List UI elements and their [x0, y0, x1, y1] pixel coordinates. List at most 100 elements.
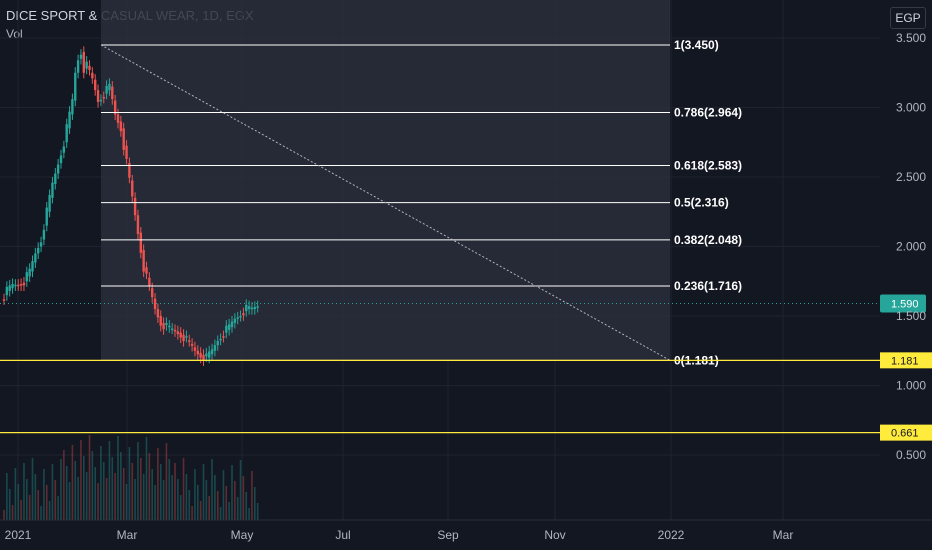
volume-bar: [205, 480, 208, 520]
volume-bar: [48, 501, 51, 520]
candle-body: [245, 304, 248, 312]
candle-body: [156, 309, 160, 318]
volume-bars: [3, 435, 259, 520]
volume-bar: [117, 436, 119, 520]
candle-body: [133, 197, 137, 216]
volume-bar: [85, 472, 88, 520]
volume-bar: [219, 507, 222, 520]
candle-body: [31, 261, 34, 272]
volume-bar: [256, 503, 259, 520]
candle-body: [8, 285, 11, 291]
volume-bar: [111, 457, 114, 520]
candle-body: [45, 207, 48, 226]
fib-level-label: 0.5(2.316): [674, 196, 729, 210]
x-tick-label: Sep: [437, 528, 459, 542]
fib-level-label: 0.786(2.964): [674, 106, 742, 120]
candle-body: [125, 145, 128, 159]
candle-body: [205, 353, 208, 357]
volume-bar: [17, 484, 20, 520]
volume-bar: [197, 485, 199, 520]
candle-body: [11, 284, 14, 289]
volume-bar: [91, 451, 94, 520]
candle-body: [48, 195, 51, 212]
volume-bar: [108, 441, 111, 520]
candle-body: [62, 146, 66, 153]
candle-body: [148, 277, 151, 286]
volume-bar: [231, 465, 233, 520]
candle-body: [39, 242, 43, 247]
volume-bar: [31, 458, 34, 520]
volume-bar: [83, 456, 85, 520]
volume-bar: [188, 490, 191, 520]
fib-level-label: 0.236(1.716): [674, 279, 742, 293]
candle-body: [88, 65, 91, 70]
volume-bar: [225, 486, 228, 520]
candle-body: [71, 99, 74, 115]
y-tick-label: 1.000: [896, 379, 926, 393]
fib-level-label: 1(3.450): [674, 38, 719, 52]
candle-body: [37, 247, 40, 254]
volume-bar: [222, 470, 225, 520]
volume-bar: [26, 479, 28, 520]
candle-body: [168, 325, 171, 328]
price-tag: [880, 424, 932, 441]
x-tick-label: Mar: [773, 528, 794, 542]
volume-bar: [239, 460, 242, 520]
volume-bar: [228, 502, 230, 520]
candle-body: [256, 306, 259, 308]
candle-body: [253, 306, 256, 310]
candle-body: [222, 336, 225, 338]
candle-body: [5, 286, 9, 296]
volume-bar: [11, 505, 14, 520]
candle-body: [65, 124, 68, 143]
volume-bar: [60, 459, 62, 520]
volume-bar: [162, 480, 165, 520]
y-tick-label: 0.500: [896, 448, 926, 462]
candle-body: [173, 329, 177, 332]
currency-badge[interactable]: EGP: [890, 7, 926, 29]
volume-bar: [142, 474, 145, 520]
candle-body: [59, 155, 63, 164]
x-tick-label: 2022: [658, 528, 685, 542]
volume-bar: [174, 463, 176, 520]
candle-body: [22, 282, 26, 286]
volume-bar: [194, 469, 196, 520]
volume-bar: [51, 464, 54, 520]
fib-level-label: 0.382(2.048): [674, 233, 742, 247]
candle-body: [56, 164, 60, 174]
volume-bar: [43, 469, 45, 520]
volume-bar: [245, 492, 248, 520]
candle-body: [2, 299, 6, 301]
candle-body: [159, 316, 162, 326]
volume-bar: [8, 489, 11, 520]
volume-bar: [63, 450, 65, 520]
volume-bar: [199, 501, 202, 520]
volume-bar: [77, 477, 79, 520]
volume-bar: [177, 479, 179, 520]
volume-bar: [122, 468, 125, 520]
volume-bar: [154, 485, 156, 520]
volume-bar: [234, 481, 236, 520]
candle-body: [79, 54, 83, 59]
candle-body: [99, 99, 103, 102]
candle-body: [199, 352, 202, 358]
volume-bar: [159, 464, 162, 520]
volume-bar: [251, 471, 253, 520]
candle-body: [242, 313, 245, 316]
candle-body: [239, 316, 242, 318]
volume-bar: [57, 496, 59, 520]
fib-trend-line[interactable]: [100, 44, 671, 361]
volume-bar: [242, 476, 245, 520]
volume-bar: [157, 448, 159, 520]
candle-body: [14, 284, 17, 287]
candle-body: [113, 100, 117, 115]
candle-body: [193, 347, 197, 351]
candle-body: [185, 336, 188, 338]
candle-body: [91, 72, 94, 79]
candle-body: [51, 182, 54, 198]
candle-body: [116, 114, 120, 123]
candle-body: [233, 318, 237, 323]
volume-bar: [100, 446, 102, 520]
candle-body: [122, 128, 125, 150]
